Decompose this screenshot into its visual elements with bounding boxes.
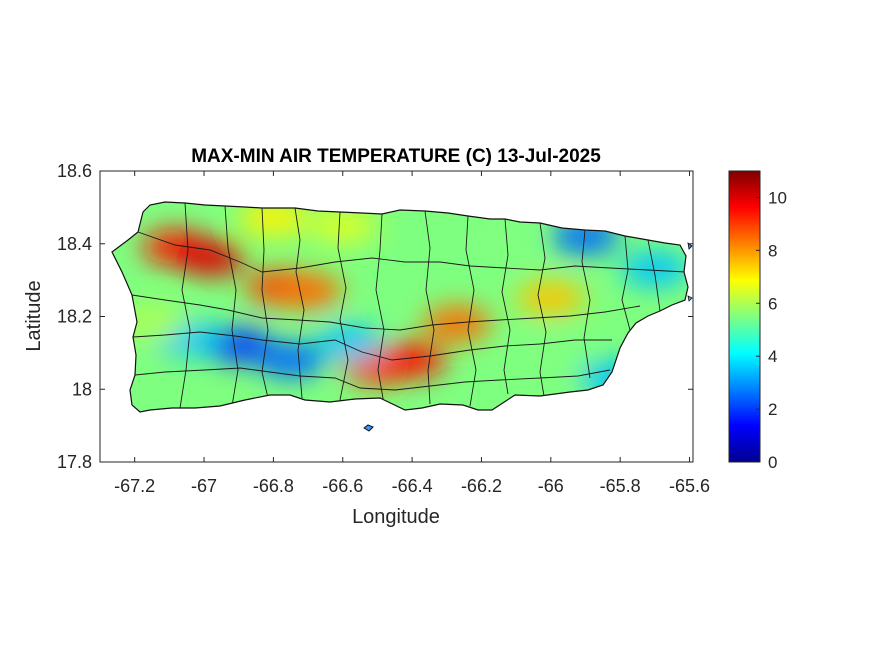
x-tick-label: -67: [191, 476, 217, 496]
colorbar-tick-label: 8: [768, 241, 777, 260]
y-axis: 17.8 18 18.2 18.4 18.6: [57, 161, 693, 472]
temperature-field: [112, 202, 688, 412]
field-region: [516, 334, 585, 371]
x-tick-label: -66.4: [392, 476, 433, 496]
x-tick-label: -66.6: [322, 476, 363, 496]
y-tick-label: 18: [72, 379, 92, 399]
field-blobs: [118, 202, 688, 397]
x-tick-label: -65.6: [669, 476, 710, 496]
colorbar-tick-label: 4: [768, 347, 777, 366]
field-region: [620, 251, 688, 288]
y-tick-label: 17.8: [57, 452, 92, 472]
colorbar-tick-label: 10: [768, 188, 787, 207]
x-tick-label: -66.2: [461, 476, 502, 496]
x-tick-label: -66.8: [253, 476, 294, 496]
colorbar-ticks: 0 2 4 6 8 10: [756, 188, 787, 472]
colorbar-tick-label: 2: [768, 400, 777, 419]
x-tick-label: -66: [538, 476, 564, 496]
field-region: [378, 342, 447, 379]
x-tick-label: -65.8: [600, 476, 641, 496]
field-region: [274, 273, 343, 310]
x-axis-label: Longitude: [352, 506, 440, 528]
y-tick-label: 18.6: [57, 161, 92, 181]
colorbar-tick-label: 0: [768, 453, 777, 472]
chart-title: MAX-MIN AIR TEMPERATURE (C) 13-Jul-2025: [191, 146, 601, 167]
field-region: [308, 207, 377, 244]
islet-east-2: [687, 295, 693, 302]
colorbar-tick-label: 6: [768, 294, 777, 313]
colorbar: [728, 170, 761, 463]
municipality-boundaries: [131, 202, 687, 409]
x-axis: -67.2 -67 -66.8 -66.6 -66.4 -66.2 -66 -65.8 -65.…: [114, 171, 710, 496]
field-region: [315, 323, 384, 360]
islet-east: [687, 242, 693, 250]
y-axis-label: Latitude: [23, 280, 45, 351]
boundary-lines: [131, 202, 687, 409]
field-region: [239, 202, 308, 237]
y-tick-label: 18.2: [57, 307, 92, 327]
field-region: [464, 225, 533, 262]
y-tick-label: 18.4: [57, 234, 92, 254]
field-region: [423, 305, 492, 342]
field-region: [256, 342, 325, 379]
field-region: [516, 280, 585, 317]
x-tick-label: -67.2: [114, 476, 155, 496]
field-region: [204, 327, 273, 364]
islet: [363, 424, 374, 432]
